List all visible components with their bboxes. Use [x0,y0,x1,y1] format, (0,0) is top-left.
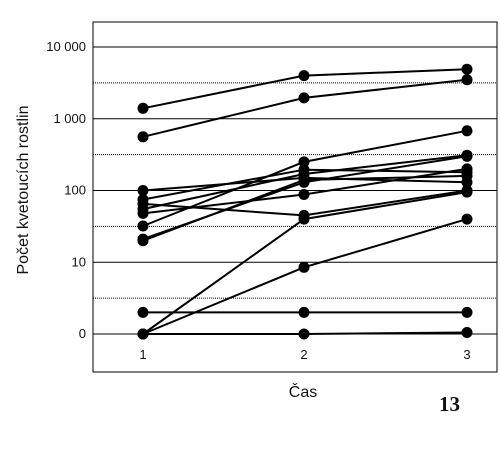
data-point [298,261,310,273]
data-point [298,189,310,200]
y-axis-title: Počet kvetoucích rostlin [15,106,32,275]
data-point [461,150,473,162]
data-point [461,327,473,338]
data-point [461,170,473,182]
x-tick-labels: 1 2 3 [139,347,470,362]
data-point [137,328,149,340]
y-tick-label: 10 000 [46,39,86,54]
data-point [298,213,310,225]
data-point [298,70,310,82]
figure-number: 13 [439,392,460,416]
data-point [137,207,149,219]
data-point [137,235,149,247]
x-tick-label: 1 [139,347,146,362]
data-point [461,213,473,225]
data-point [461,125,473,137]
data-point [137,185,149,196]
series-points [137,63,473,340]
x-tick-label: 3 [463,347,470,362]
y-tick-label: 0 [79,326,86,341]
x-tick-label: 2 [300,347,307,362]
data-point [461,63,473,75]
y-tick-labels: 0 10 100 1 000 10 000 [46,39,86,341]
data-point [137,102,149,114]
data-point [298,306,310,318]
series-lines [142,68,468,335]
data-point [137,306,149,318]
data-point [137,131,149,143]
data-point [298,174,310,186]
data-point [298,156,310,168]
data-point [298,92,310,104]
data-point [461,186,473,198]
data-point [298,328,310,340]
y-tick-label: 100 [64,183,86,198]
data-point [137,220,149,232]
y-tick-label: 1 000 [53,111,86,126]
x-axis-title: Čas [289,382,317,401]
data-point [461,306,473,318]
plot-frame [92,21,498,373]
data-point [461,74,473,86]
y-tick-label: 10 [72,254,86,269]
series-line-2 [142,78,468,138]
